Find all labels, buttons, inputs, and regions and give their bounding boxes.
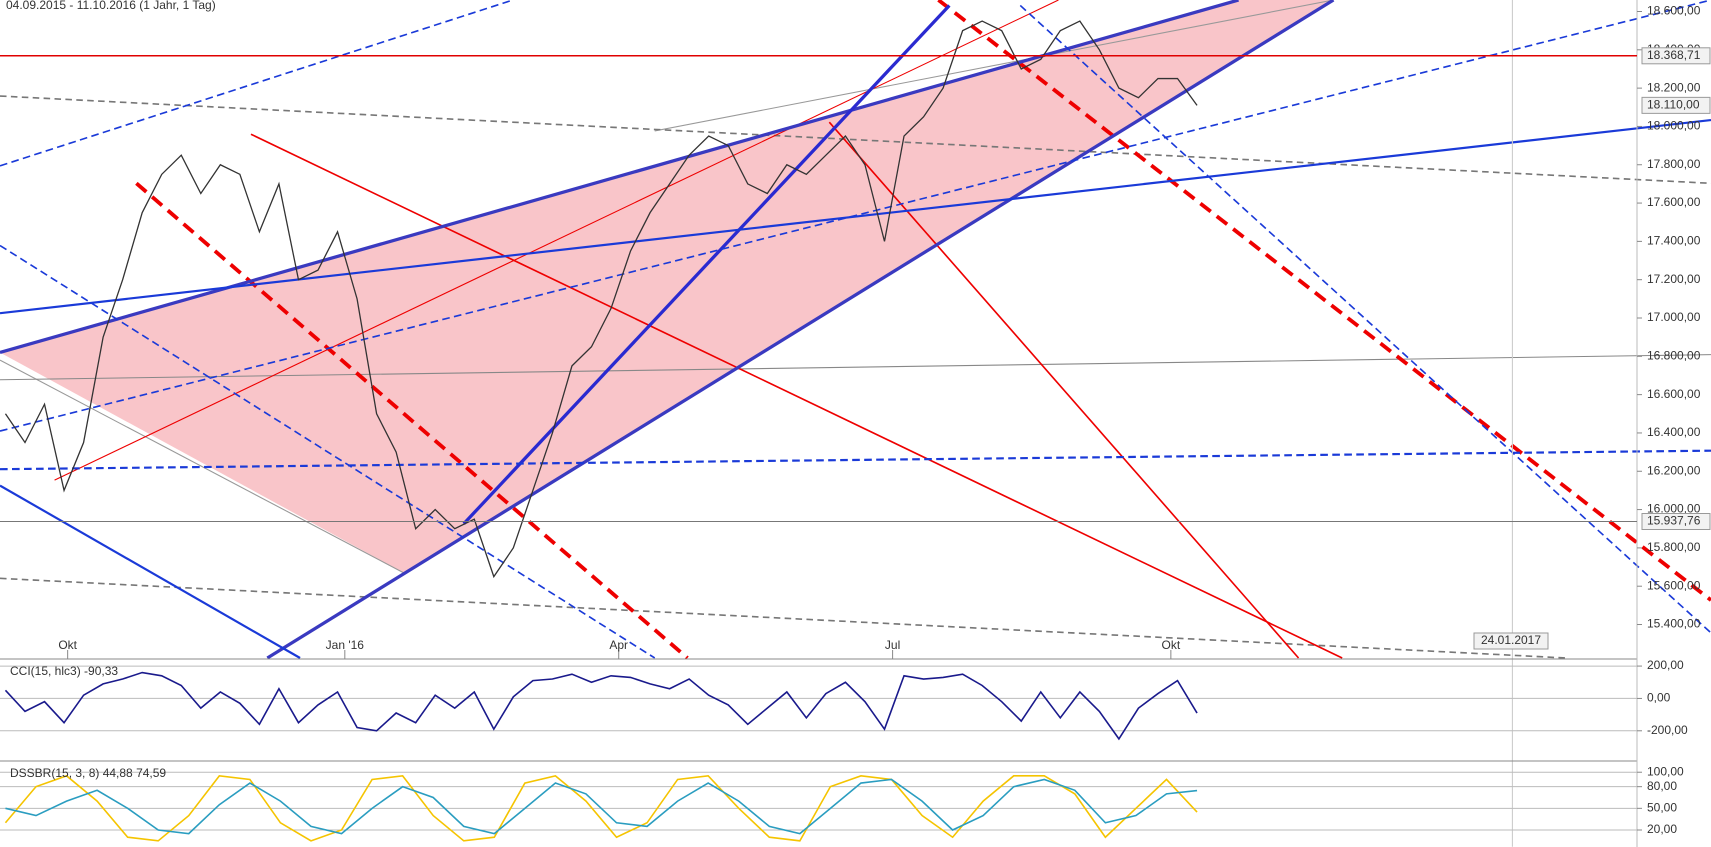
price-label: 18.368,71: [1647, 48, 1701, 62]
trendline: [0, 449, 1711, 471]
x-tick-label: Apr: [609, 638, 628, 652]
x-tick-label: Okt: [58, 638, 77, 652]
x-tick-label: Okt: [1162, 638, 1181, 652]
y-tick-label: 17.000,00: [1647, 310, 1701, 324]
price-label-box: [1641, 47, 1711, 65]
y-tick-label: 16.200,00: [1647, 463, 1701, 477]
price-label-box: [1641, 96, 1711, 114]
y-tick-label: 100,00: [1647, 764, 1684, 778]
x-tick-label: Jan '16: [326, 638, 365, 652]
trendline: [266, 0, 1335, 660]
y-tick-label: 20,00: [1647, 822, 1677, 836]
trendline: [0, 118, 1711, 315]
y-tick-label: 16.000,00: [1647, 502, 1701, 516]
trendline: [0, 95, 1711, 185]
series-line: [4, 20, 1198, 579]
series-line: [5, 778, 1198, 835]
series-line: [4, 671, 1198, 741]
trendline: [0, 0, 1711, 432]
y-tick-label: 50,00: [1647, 801, 1677, 815]
trendline: [54, 0, 1059, 481]
trendline: [0, 484, 301, 659]
date-label-box: [1473, 632, 1549, 650]
trendline: [135, 181, 689, 660]
y-tick-label: 18.600,00: [1647, 4, 1701, 18]
y-tick-label: 16.600,00: [1647, 387, 1701, 401]
y-tick-label: 18.000,00: [1647, 119, 1701, 133]
price-label: 15.937,76: [1647, 514, 1701, 528]
y-tick-label: 16.800,00: [1647, 348, 1701, 362]
y-tick-label: 15.600,00: [1647, 578, 1701, 592]
date-label: 24.01.2017: [1481, 633, 1541, 647]
trendline: [250, 133, 1343, 659]
indicator-title: CCI(15, hlc3) -90,33: [10, 664, 118, 678]
x-tick-label: Jul: [885, 638, 900, 652]
channel-fill: [0, 0, 1334, 573]
y-tick-label: 0,00: [1647, 691, 1671, 705]
price-label: 18.110,00: [1647, 98, 1700, 112]
trendline: [0, 359, 404, 574]
trendline: [0, 0, 514, 167]
trendline: [654, 0, 1334, 132]
y-tick-label: 15.800,00: [1647, 540, 1701, 554]
price-label-box: [1641, 512, 1711, 530]
series-line: [4, 774, 1198, 842]
trendline: [462, 4, 951, 525]
y-tick-label: 16.400,00: [1647, 425, 1701, 439]
y-tick-label: 17.400,00: [1647, 234, 1701, 248]
indicator-title: DSSBR(15, 3, 8) 44,88 74,59: [10, 766, 166, 780]
header: 04.09.2015 - 11.10.2016 (1 Jahr, 1 Tag): [6, 0, 216, 12]
y-tick-label: -200,00: [1647, 723, 1688, 737]
y-tick-label: 15.400,00: [1647, 617, 1701, 631]
y-tick-label: 200,00: [1647, 658, 1684, 672]
y-tick-label: 17.800,00: [1647, 157, 1701, 171]
trendline: [0, 354, 1711, 381]
trendline: [937, 0, 1711, 602]
y-tick-label: 17.600,00: [1647, 195, 1701, 209]
trendline: [0, 0, 1239, 355]
trendline: [0, 244, 656, 659]
y-tick-label: 18.200,00: [1647, 80, 1701, 94]
y-tick-label: 80,00: [1647, 779, 1677, 793]
y-tick-label: 17.200,00: [1647, 272, 1701, 286]
